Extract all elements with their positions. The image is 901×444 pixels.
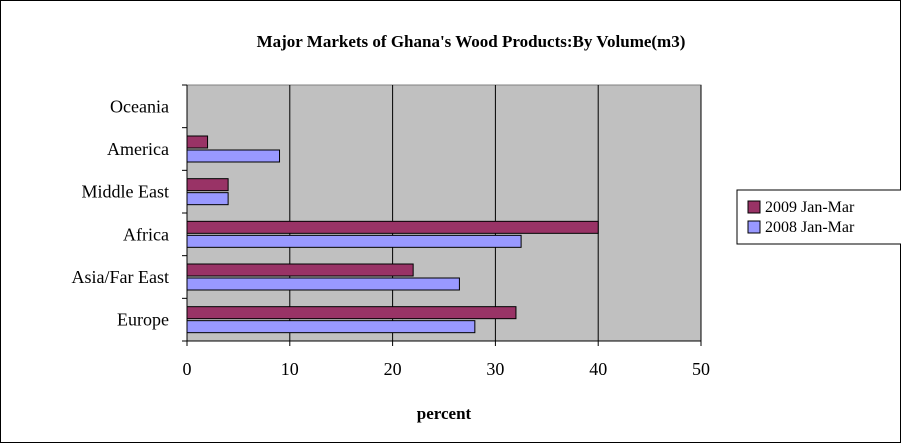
chart-title: Major Markets of Ghana's Wood Products:B…	[257, 32, 686, 51]
x-tick-label: 30	[486, 359, 504, 379]
bars	[186, 135, 599, 334]
category-label: Asia/Far East	[72, 267, 169, 287]
bar	[186, 320, 476, 334]
x-tick-label: 0	[183, 359, 192, 379]
legend-box	[736, 189, 901, 245]
legend-label: 2008 Jan-Mar	[765, 219, 855, 236]
x-axis-title: percent	[417, 404, 472, 423]
category-label: Middle East	[82, 182, 170, 202]
gridlines	[289, 85, 702, 341]
tick-labels: 0 10 20 30 40 50	[183, 359, 711, 379]
bar	[186, 135, 209, 149]
legend-label: 2009 Jan-Mar	[765, 199, 855, 216]
category-label: Africa	[123, 224, 169, 244]
x-tick-label: 20	[384, 359, 402, 379]
legend: 2009 Jan-Mar 2008 Jan-Mar	[736, 189, 901, 245]
bar	[186, 178, 229, 192]
category-label: Oceania	[110, 96, 169, 116]
axes	[182, 84, 702, 346]
category-labels: Europe Asia/Far East Africa Middle East Amer…	[72, 96, 169, 329]
bar	[186, 149, 281, 163]
plot-area	[186, 84, 702, 342]
category-label: Europe	[117, 310, 169, 330]
bar	[186, 306, 517, 320]
x-tick-label: 40	[589, 359, 607, 379]
legend-swatch	[747, 220, 761, 234]
category-label: America	[107, 139, 169, 159]
bar	[186, 192, 229, 206]
x-tick-label: 50	[692, 359, 710, 379]
legend-swatch	[747, 200, 761, 214]
bar	[186, 263, 414, 277]
bar	[186, 220, 599, 234]
bar	[186, 234, 522, 248]
bar	[186, 277, 460, 291]
x-tick-label: 10	[281, 359, 299, 379]
